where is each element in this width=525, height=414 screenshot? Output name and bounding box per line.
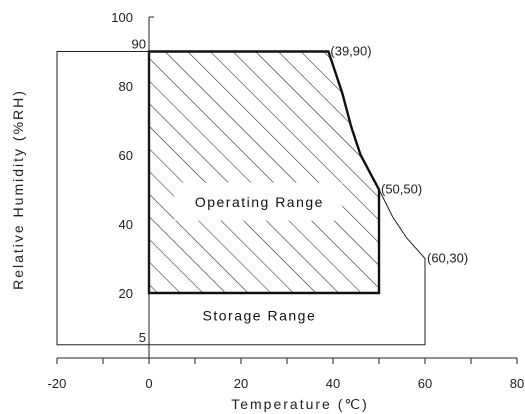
operating-range-region: [147, 50, 381, 295]
y-tick-label: 40: [119, 217, 133, 232]
x-tick-label: 40: [326, 376, 340, 391]
x-tick-label: 60: [418, 376, 432, 391]
operating-range-outline: [147, 50, 381, 295]
x-tick-label: 0: [145, 376, 152, 391]
annotations: (39,90) (50,50) (60,30): [330, 44, 468, 266]
y-tick-label: 60: [119, 148, 133, 163]
axes: [56, 16, 518, 364]
y-tick-label: 5: [139, 330, 146, 345]
storage-range-label: Storage Range: [203, 308, 317, 324]
y-axis-title: Relative Humidity (%RH): [10, 89, 26, 290]
point-annotation: (60,30): [427, 251, 468, 266]
operating-label-background: [174, 182, 343, 221]
y-tick-label: 20: [119, 286, 133, 301]
y-tick-label: 100: [111, 10, 133, 25]
point-annotation: (50,50): [381, 182, 422, 197]
operating-range-label: Operating Range: [195, 194, 324, 210]
tick-labels: -20 0 20 40 60 80 20 40 60 80 100 5 90: [48, 10, 525, 391]
y-tick-label: 90: [132, 37, 146, 52]
operating-range-hatch: [149, 51, 379, 293]
y-tick-label: 80: [119, 79, 133, 94]
x-tick-label: 80: [510, 376, 524, 391]
point-annotation: (39,90): [330, 44, 371, 59]
x-tick-label: 20: [234, 376, 248, 391]
x-axis-title: Temperature (℃): [231, 396, 369, 412]
x-tick-label: -20: [48, 376, 67, 391]
